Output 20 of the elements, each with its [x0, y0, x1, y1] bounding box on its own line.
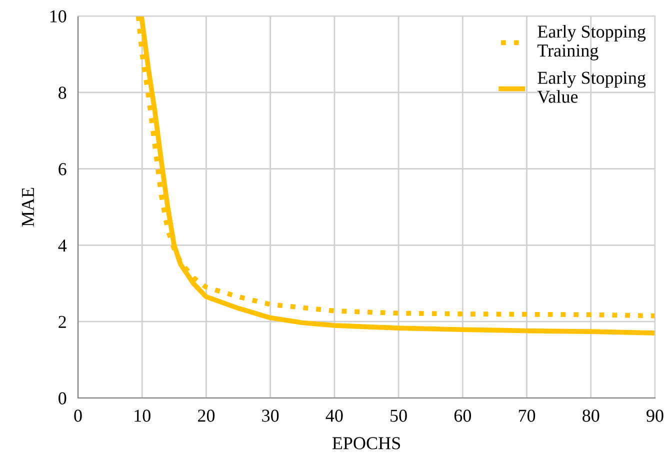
- y-tick-label: 10: [50, 10, 66, 22]
- x-tick-label: 70: [518, 410, 536, 422]
- x-tick-label: 50: [390, 410, 407, 422]
- x-tick-label: 40: [326, 410, 343, 422]
- legend-label: Early Stopping Value: [537, 71, 646, 103]
- y-tick-label: 4: [58, 240, 67, 252]
- y-tick-label: 0: [58, 392, 66, 404]
- y-tick-label: 2: [58, 316, 66, 328]
- y-axis-title: MAE: [22, 188, 34, 227]
- x-axis-title: EPOCHS: [332, 437, 400, 450]
- x-tick-label: 0: [74, 410, 82, 422]
- x-tick-label: 30: [262, 410, 279, 422]
- x-tick-label: 80: [582, 410, 600, 422]
- x-tick-label: 60: [454, 410, 472, 422]
- legend-label: Early Stopping Training: [537, 25, 646, 60]
- y-tick-label: 8: [58, 86, 66, 99]
- x-tick-label: 20: [198, 410, 215, 422]
- x-tick-label: 90: [646, 410, 664, 422]
- x-tick-label: 10: [134, 410, 150, 422]
- y-tick-label: 6: [58, 163, 66, 176]
